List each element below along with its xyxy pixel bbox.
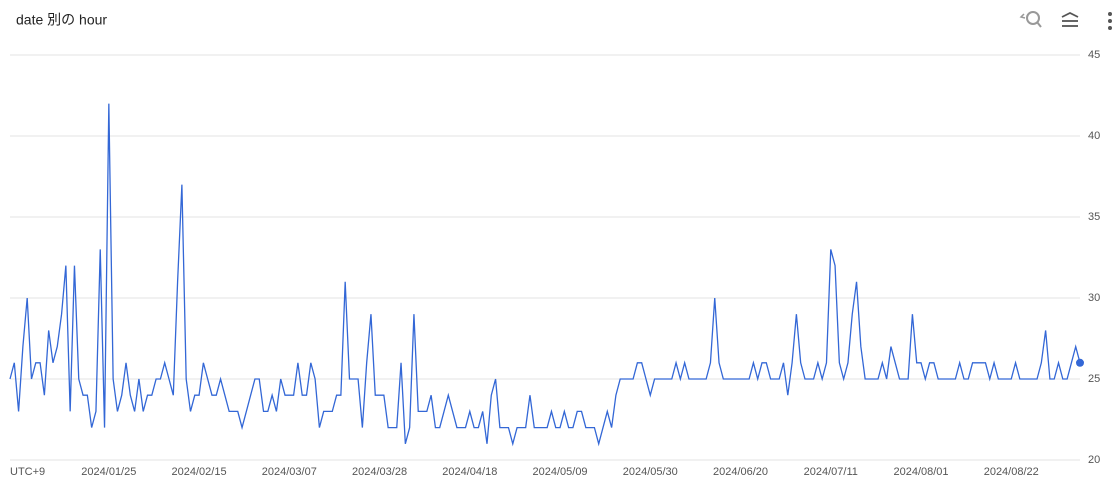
y-tick-label: 25 [1088,373,1100,385]
x-tick-label: 2024/02/15 [172,466,227,478]
x-tick-label: 2024/06/20 [713,466,768,478]
x-tick-label: 2024/03/28 [352,466,407,478]
y-tick-label: 20 [1088,454,1100,466]
x-tick-label: 2024/08/22 [984,466,1039,478]
x-tick-label: 2024/08/01 [893,466,948,478]
timezone-label: UTC+9 [10,466,45,478]
y-tick-label: 45 [1088,49,1100,61]
x-tick-label: 2024/01/25 [81,466,136,478]
last-point [1076,358,1084,367]
data-line [9,103,1081,447]
layers-icon[interactable] [1061,11,1079,27]
chart-title: date 別の hour [16,12,107,28]
y-tick-label: 40 [1088,130,1100,142]
y-tick-label: 30 [1088,292,1100,304]
x-tick-label: 2024/05/30 [623,466,678,478]
y-tick-label: 35 [1088,211,1100,223]
x-tick-label: 2024/05/09 [533,466,588,478]
x-tick-label: 2024/07/11 [804,466,858,478]
more-menu-icon[interactable] [1108,12,1112,30]
reset-zoom-icon[interactable] [1019,11,1042,28]
x-tick-label: 2024/03/07 [262,466,317,478]
x-tick-label: 2024/04/18 [442,466,497,478]
